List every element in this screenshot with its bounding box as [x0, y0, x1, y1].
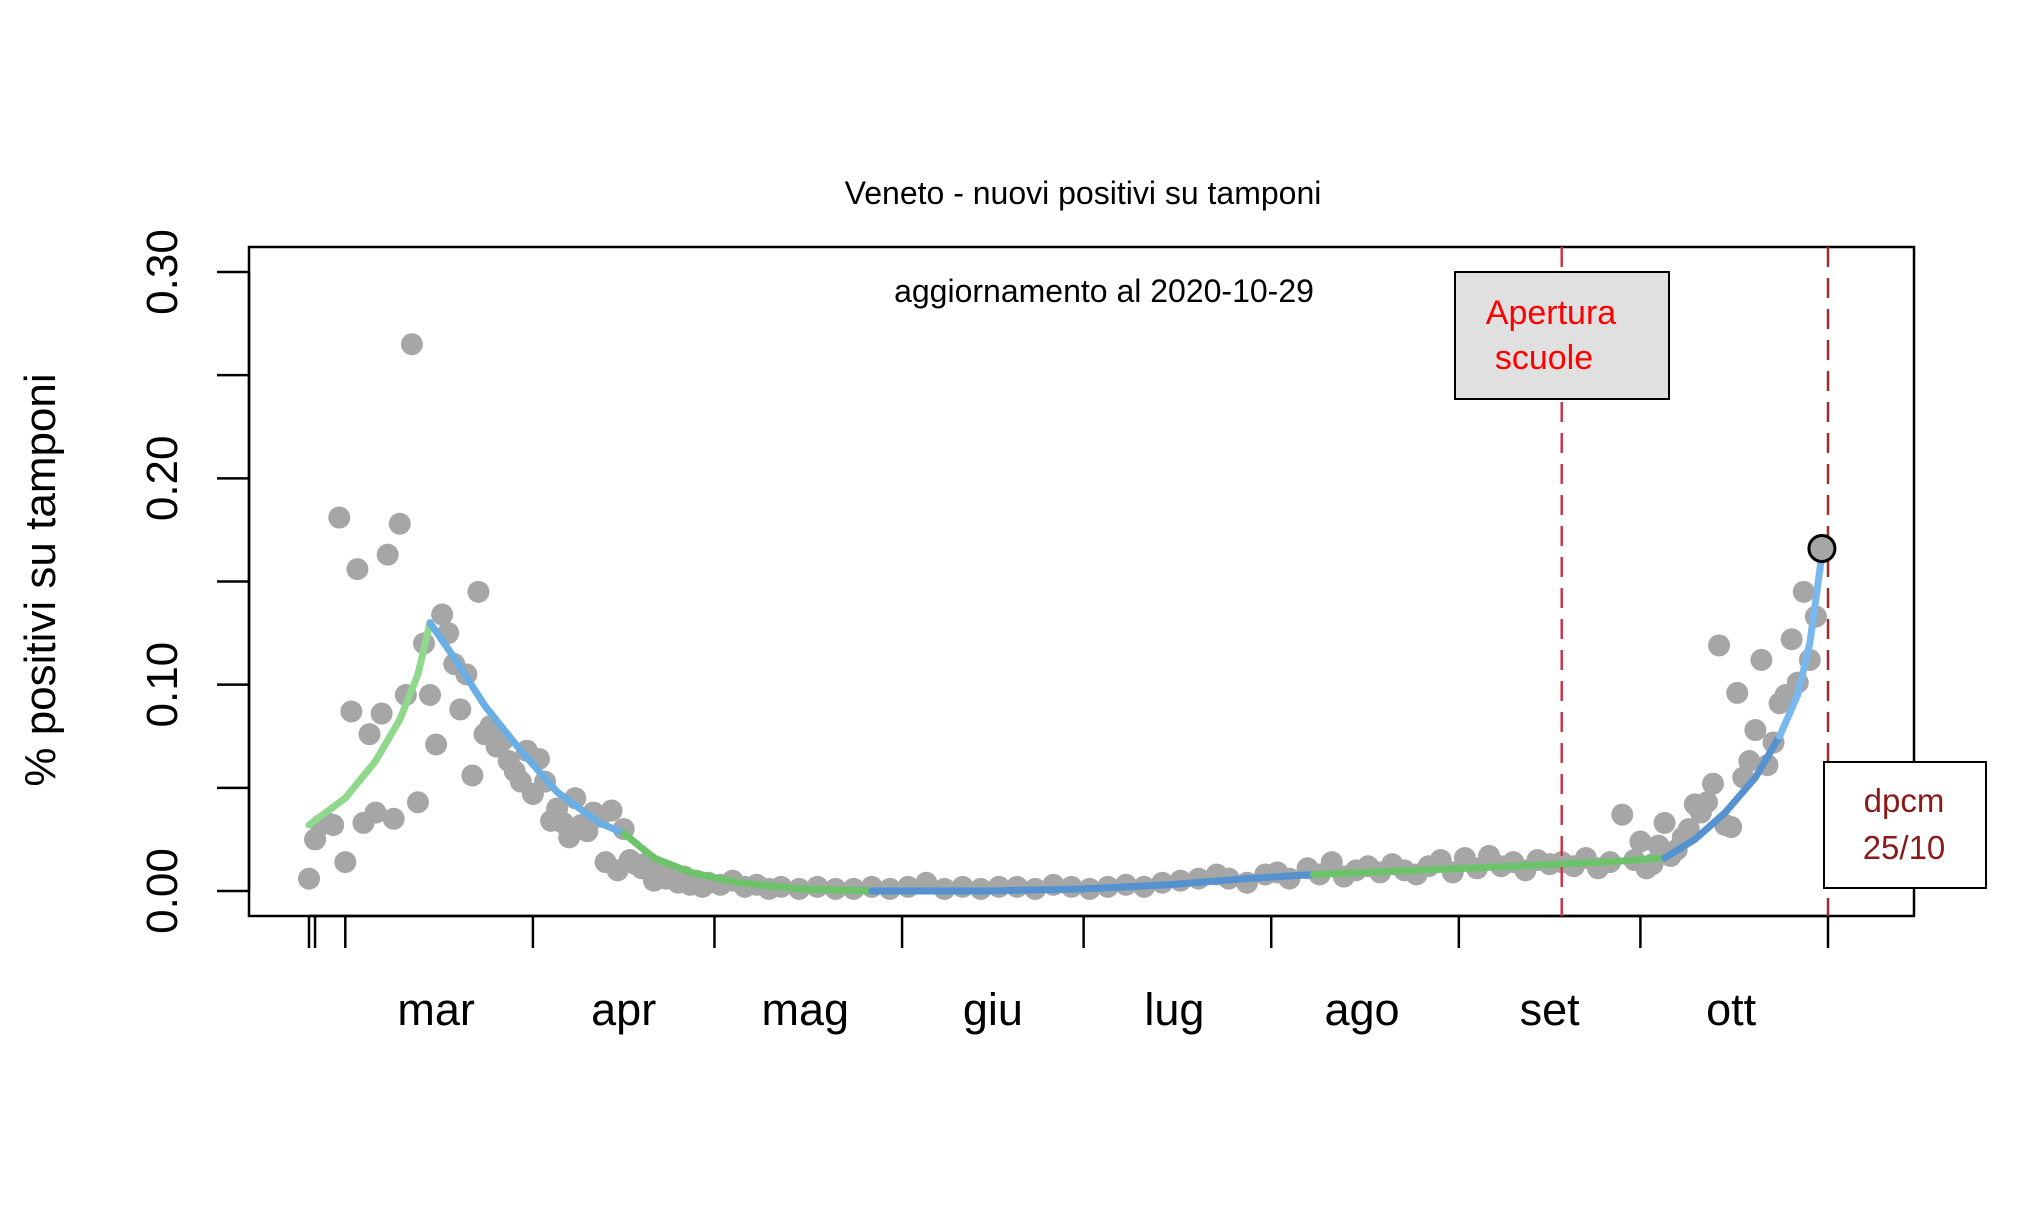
data-point: [1629, 830, 1652, 853]
fit-curve: [620, 829, 876, 895]
data-point: [388, 512, 411, 535]
data-point: [382, 807, 405, 830]
data-point: [425, 733, 448, 756]
annotation-dpcm-box: [1823, 761, 1987, 889]
data-point: [334, 851, 357, 874]
data-point: [1720, 816, 1743, 839]
data-point: [370, 702, 393, 725]
x-tick-label: ago: [1324, 984, 1399, 1035]
data-point: [346, 558, 369, 581]
data-point: [1677, 818, 1700, 841]
y-axis: 0.00 0.10 0.20 0.30: [138, 229, 251, 934]
data-point: [364, 801, 387, 824]
annotation-dpcm-line-2: 25/10: [1863, 829, 1946, 866]
fit-curves: [305, 551, 1826, 895]
annotation-scuole-box: [1454, 271, 1670, 400]
data-point: [1738, 750, 1761, 773]
annotation-scuole-line-1: Apertura: [1486, 294, 1616, 332]
x-tick-label: set: [1520, 984, 1581, 1035]
fit-curve: [1310, 854, 1669, 878]
x-tick-label: lug: [1144, 984, 1204, 1035]
data-point: [1792, 580, 1815, 603]
chart-title: Veneto - nuovi positivi su tamponi: [845, 175, 1322, 211]
data-point: [576, 820, 599, 843]
y-axis-label: % positivi su tamponi: [16, 373, 65, 786]
data-point: [1744, 719, 1767, 742]
data-point: [400, 333, 423, 356]
data-point: [1702, 772, 1725, 795]
data-point: [358, 723, 381, 746]
data-point: [340, 700, 363, 723]
fit-curve: [305, 619, 434, 829]
chart-subtitle: aggiornamento al 2020-10-29: [894, 273, 1314, 309]
data-point: [1611, 803, 1634, 826]
data-point: [376, 543, 399, 566]
data-point: [467, 580, 490, 603]
last-point-marker: [1807, 533, 1837, 563]
data-point: [600, 799, 623, 822]
data-point: [1695, 791, 1718, 814]
y-tick-label: 0.10: [138, 642, 187, 728]
x-tick-label: ott: [1706, 984, 1757, 1035]
data-point: [419, 683, 442, 706]
fit-curve: [868, 871, 1318, 895]
data-point: [1320, 851, 1343, 874]
y-tick-label: 0.20: [138, 436, 187, 522]
y-tick-label: 0.00: [138, 848, 187, 934]
annotation-scuole: Apertura scuole: [1454, 271, 1670, 400]
data-point: [406, 791, 429, 814]
data-point: [449, 698, 472, 721]
data-point: [1780, 628, 1803, 651]
data-points: [298, 333, 1827, 900]
data-point: [328, 506, 351, 529]
data-point: [1708, 634, 1731, 657]
x-tick-label: mag: [761, 984, 849, 1035]
data-point: [897, 875, 920, 898]
x-tick-label: mar: [397, 984, 475, 1035]
data-point: [322, 813, 345, 836]
x-tick-label: giu: [963, 984, 1023, 1035]
data-point: [431, 603, 454, 626]
y-tick-label: 0.30: [138, 229, 187, 315]
fit-curve: [1776, 551, 1826, 740]
annotation-dpcm-line-1: dpcm: [1864, 782, 1945, 819]
fit-curve: [426, 619, 628, 837]
data-point: [298, 867, 320, 890]
data-point: [1653, 811, 1676, 834]
fit-curve: [1661, 732, 1784, 862]
data-point: [1726, 681, 1749, 704]
x-tick-label: apr: [591, 984, 656, 1035]
data-point: [461, 764, 484, 787]
x-axis: mar apr mag giu lug ago set ott: [307, 914, 1830, 1035]
highlight-point: [1807, 533, 1837, 563]
annotation-scuole-line-2: scuole: [1495, 339, 1593, 377]
annotation-dpcm: dpcm 25/10: [1823, 761, 1987, 889]
data-point: [1750, 648, 1773, 671]
